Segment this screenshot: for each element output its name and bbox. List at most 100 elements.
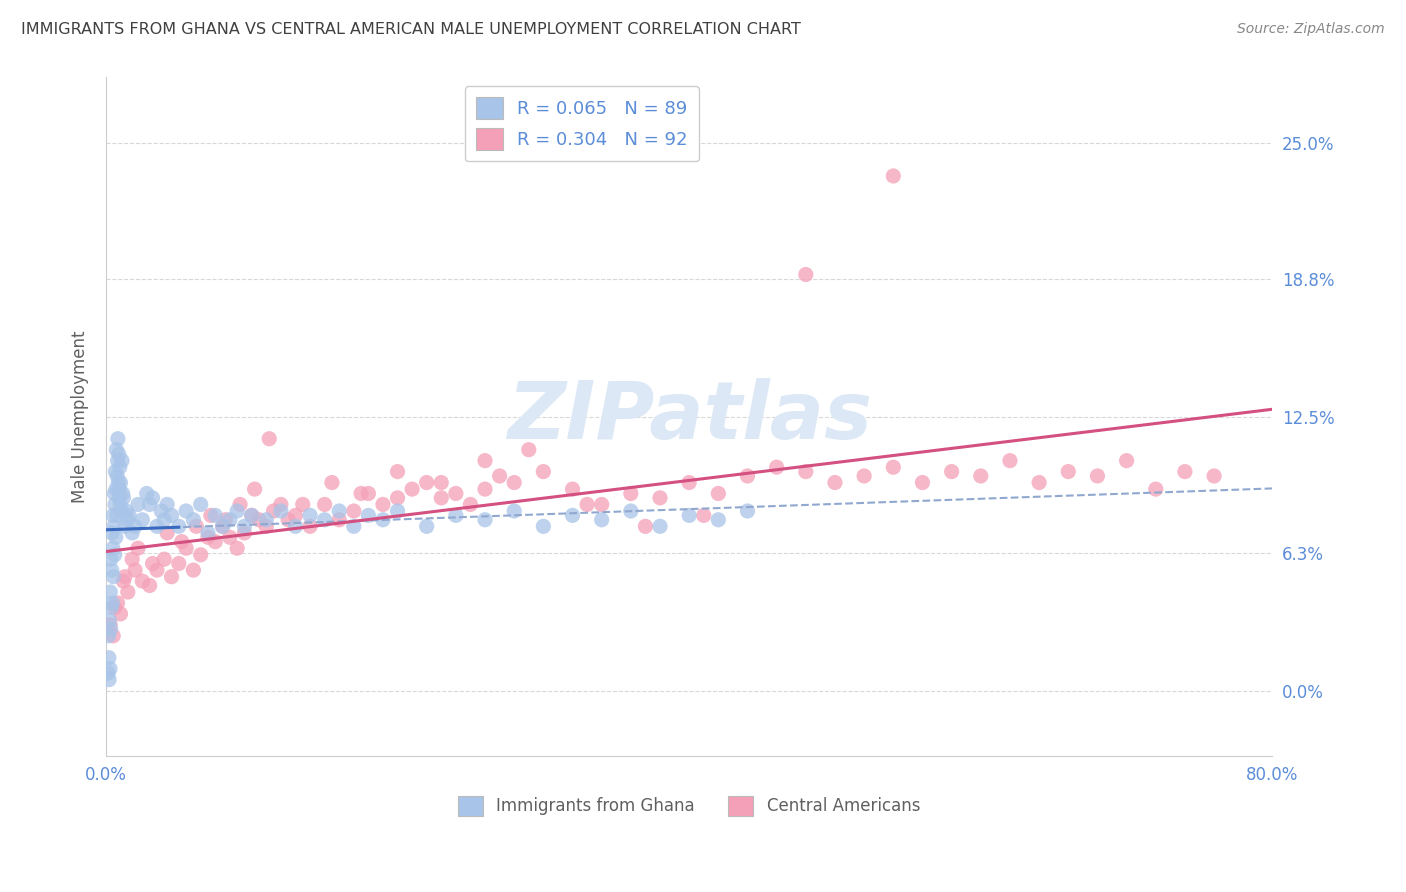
Point: [321, 475, 343, 490]
Point: [124, 519, 146, 533]
Point: [678, 475, 700, 490]
Point: [103, 570, 125, 584]
Point: [197, 525, 219, 540]
Point: [254, 519, 277, 533]
Point: [765, 460, 787, 475]
Point: [517, 442, 540, 457]
Point: [853, 469, 876, 483]
Point: [263, 504, 285, 518]
Point: [153, 552, 176, 566]
Point: [240, 508, 263, 523]
Point: [1144, 482, 1167, 496]
Point: [197, 530, 219, 544]
Point: [190, 498, 212, 512]
Point: [105, 482, 128, 496]
Point: [247, 513, 270, 527]
Point: [270, 498, 292, 512]
Point: [794, 465, 817, 479]
Point: [371, 498, 394, 512]
Point: [299, 519, 322, 533]
Point: [343, 519, 366, 533]
Point: [98, 673, 121, 687]
Point: [415, 519, 437, 533]
Point: [142, 557, 165, 571]
Point: [107, 432, 129, 446]
Point: [620, 486, 643, 500]
Point: [108, 498, 131, 512]
Point: [430, 491, 453, 505]
Point: [1057, 465, 1080, 479]
Point: [277, 513, 299, 527]
Point: [114, 570, 136, 584]
Text: Source: ZipAtlas.com: Source: ZipAtlas.com: [1237, 22, 1385, 37]
Point: [112, 491, 135, 505]
Point: [254, 513, 277, 527]
Point: [121, 525, 143, 540]
Point: [270, 504, 292, 518]
Point: [97, 629, 120, 643]
Point: [328, 513, 350, 527]
Point: [970, 469, 993, 483]
Point: [328, 504, 350, 518]
Point: [229, 498, 252, 512]
Point: [100, 552, 122, 566]
Point: [218, 513, 240, 527]
Point: [103, 508, 125, 523]
Point: [291, 498, 314, 512]
Point: [343, 504, 366, 518]
Point: [101, 541, 124, 556]
Point: [108, 460, 131, 475]
Point: [160, 570, 183, 584]
Point: [170, 534, 193, 549]
Point: [105, 442, 128, 457]
Point: [150, 504, 173, 518]
Point: [127, 498, 149, 512]
Y-axis label: Male Unemployment: Male Unemployment: [72, 331, 89, 503]
Point: [634, 519, 657, 533]
Point: [146, 519, 169, 533]
Point: [107, 596, 129, 610]
Point: [233, 525, 256, 540]
Point: [100, 563, 122, 577]
Point: [620, 504, 643, 518]
Point: [124, 563, 146, 577]
Point: [108, 491, 131, 505]
Point: [131, 513, 153, 527]
Point: [531, 519, 554, 533]
Point: [146, 563, 169, 577]
Point: [1204, 469, 1226, 483]
Point: [430, 475, 453, 490]
Point: [174, 541, 197, 556]
Point: [104, 600, 127, 615]
Point: [167, 557, 190, 571]
Point: [737, 504, 759, 518]
Point: [415, 475, 437, 490]
Point: [941, 465, 963, 479]
Point: [474, 482, 496, 496]
Point: [444, 486, 467, 500]
Point: [98, 662, 121, 676]
Point: [591, 513, 613, 527]
Point: [110, 504, 132, 518]
Point: [211, 519, 233, 533]
Point: [882, 169, 904, 183]
Point: [156, 525, 179, 540]
Point: [488, 469, 510, 483]
Point: [97, 650, 120, 665]
Point: [474, 513, 496, 527]
Point: [387, 504, 409, 518]
Point: [460, 498, 482, 512]
Point: [911, 475, 934, 490]
Point: [371, 513, 394, 527]
Point: [97, 666, 120, 681]
Point: [226, 541, 249, 556]
Point: [1115, 453, 1137, 467]
Point: [101, 596, 124, 610]
Point: [350, 486, 373, 500]
Point: [107, 447, 129, 461]
Point: [104, 530, 127, 544]
Point: [233, 519, 256, 533]
Point: [107, 475, 129, 490]
Point: [591, 498, 613, 512]
Point: [190, 548, 212, 562]
